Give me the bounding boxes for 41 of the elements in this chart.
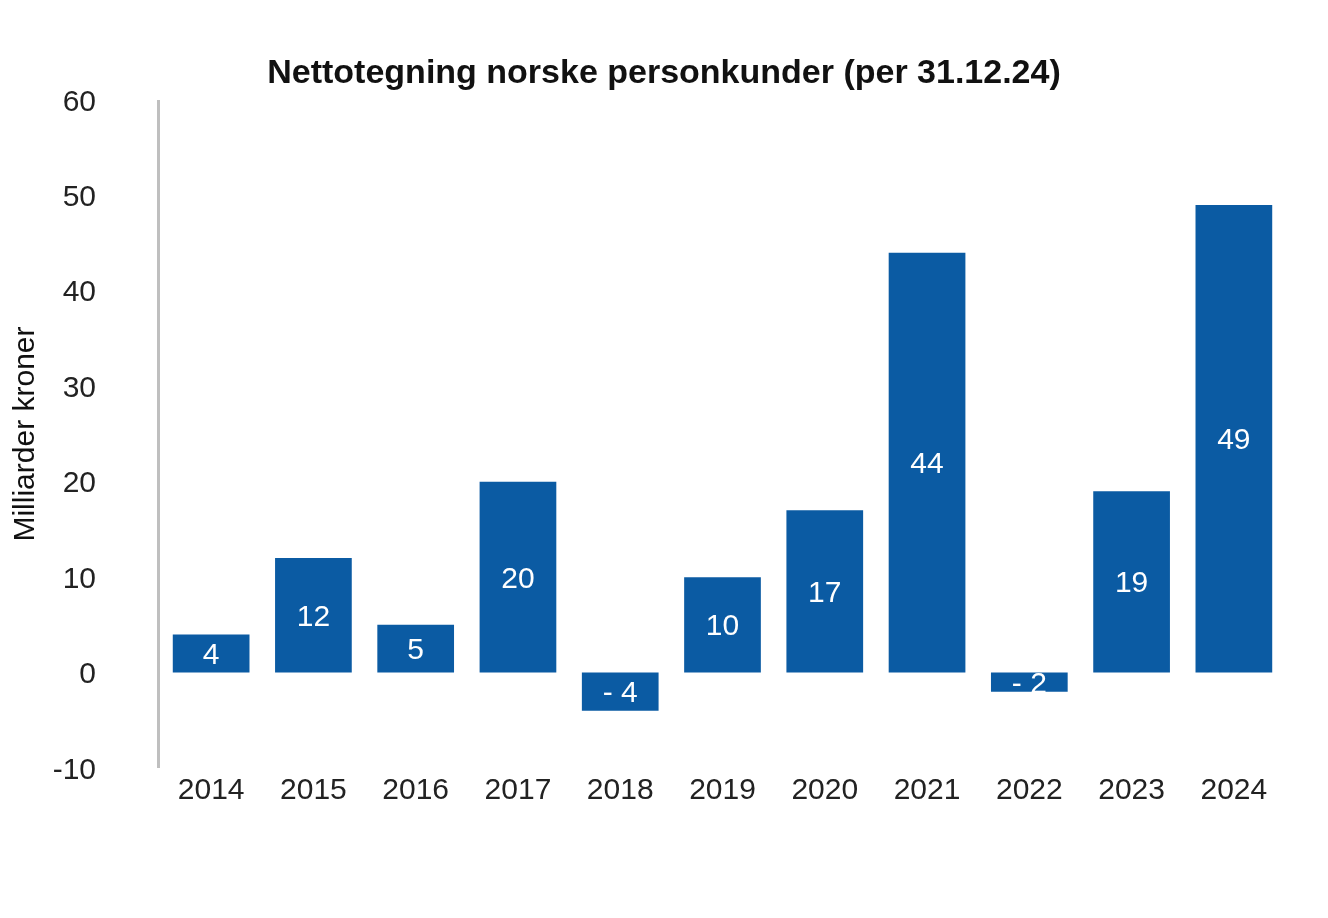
data-label: 19 xyxy=(1114,565,1149,599)
x-tick-label: 2015 xyxy=(280,772,347,805)
data-label: 20 xyxy=(501,560,535,594)
data-label: 17 xyxy=(808,574,842,608)
bar xyxy=(377,624,455,673)
bar xyxy=(684,577,761,673)
data-label: 4 xyxy=(202,636,220,670)
x-tick-label: 2024 xyxy=(1200,772,1268,805)
x-tick-label: 2016 xyxy=(382,772,450,805)
y-tick-label: 60 xyxy=(62,83,96,117)
y-tick-label: 20 xyxy=(62,465,96,499)
y-tick-label: -10 xyxy=(52,751,96,785)
x-tick-label: 2018 xyxy=(586,772,654,805)
data-label: - 4 xyxy=(602,675,638,709)
bar xyxy=(888,252,966,673)
chart-title: Nettotegning norske personkunder (per 31.12.24) xyxy=(267,52,1061,91)
y-tick-label: 50 xyxy=(62,178,96,212)
data-label: 10 xyxy=(705,608,740,642)
y-axis-title: Milliarder kroner xyxy=(6,326,40,542)
bar xyxy=(172,634,250,673)
x-tick-label: 2017 xyxy=(484,772,552,805)
x-tick-label: 2021 xyxy=(893,772,961,805)
bar xyxy=(479,481,557,673)
x-tick-label: 2014 xyxy=(177,772,245,805)
x-tick-label: 2022 xyxy=(995,772,1063,805)
data-label: 49 xyxy=(1217,422,1251,456)
y-tick-label: 0 xyxy=(79,656,96,690)
data-label: 12 xyxy=(296,598,331,632)
y-tick-label: 40 xyxy=(62,274,96,308)
x-tick-label: 2023 xyxy=(1098,772,1165,805)
x-tick-label: 2019 xyxy=(689,772,756,805)
x-tick-label: 2020 xyxy=(791,772,859,805)
bar xyxy=(1093,491,1170,673)
bar xyxy=(581,672,659,711)
bar xyxy=(786,510,864,673)
bar xyxy=(1195,204,1273,673)
y-tick-label: 30 xyxy=(62,369,96,403)
y-tick-label: 10 xyxy=(62,560,96,594)
data-label: 44 xyxy=(910,446,944,480)
data-label: 5 xyxy=(407,632,425,666)
bar xyxy=(275,558,352,673)
